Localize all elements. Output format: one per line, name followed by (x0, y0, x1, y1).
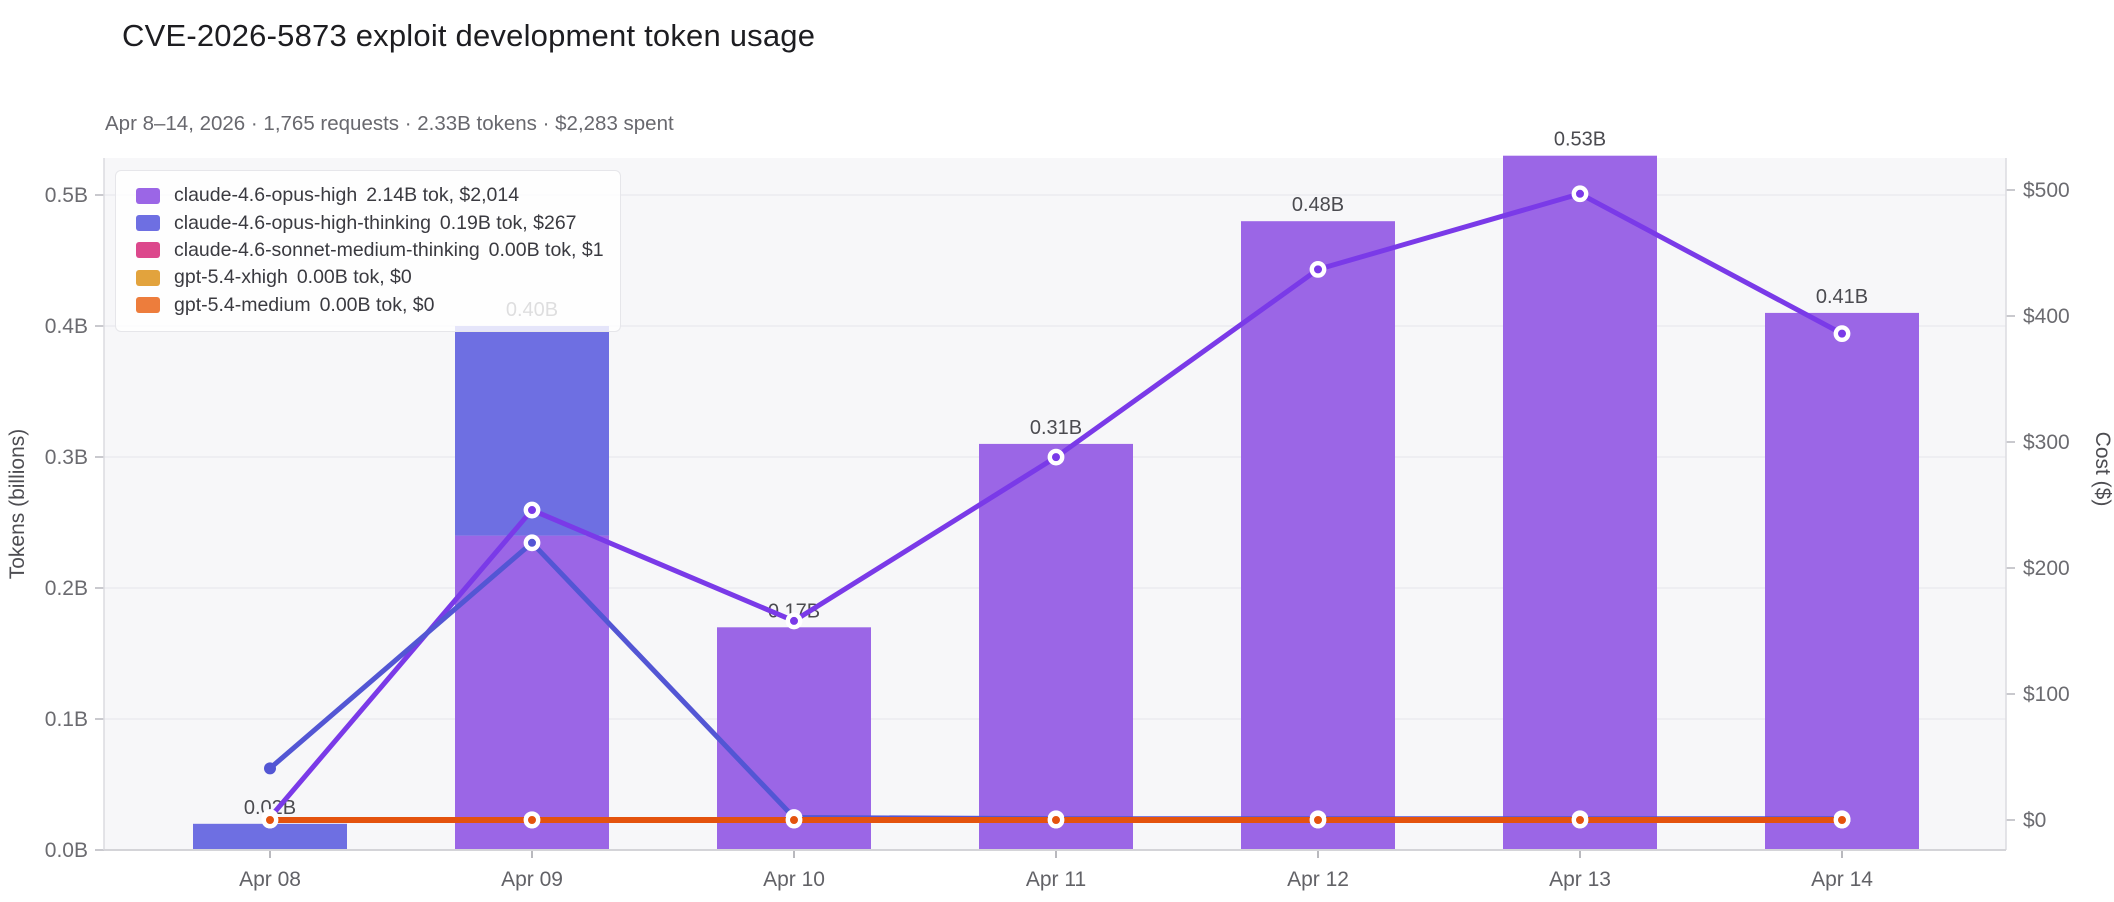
y-right-axis-title: Cost ($) (2091, 432, 2114, 507)
bar-claude-4.6-opus-high-Apr-09[interactable] (455, 535, 609, 850)
legend-swatch-icon (136, 187, 160, 204)
cost-point-gpt-5.4-medium-Apr-11[interactable] (1047, 811, 1065, 829)
x-tick-label: Apr 09 (501, 868, 563, 891)
legend-swatch-icon (136, 297, 160, 314)
cost-point-gpt-5.4-medium-Apr-08[interactable] (261, 811, 279, 829)
page-title: CVE-2026-5873 exploit development token … (122, 18, 816, 53)
legend-series-name: gpt-5.4-medium (174, 293, 311, 316)
cost-point-gpt-5.4-medium-Apr-09[interactable] (523, 811, 541, 829)
y-left-axis-title: Tokens (billions) (6, 429, 29, 580)
bar-claude-4.6-opus-high-thinking-Apr-09[interactable] (455, 326, 609, 536)
y-left-tick-label: 0.2B (45, 577, 88, 600)
bar-claude-4.6-opus-high-Apr-13[interactable] (1503, 155, 1657, 850)
y-left-tick-label: 0.1B (45, 708, 88, 731)
y-right-tick-label: $200 (2023, 557, 2070, 580)
cost-point-claude-4.6-opus-high-thinking-Apr-09[interactable] (523, 534, 541, 552)
x-tick-label: Apr 08 (239, 868, 301, 891)
y-right-tick-label: $400 (2023, 305, 2070, 328)
bar-total-label: 0.53B (1554, 129, 1606, 151)
y-left-tick-label: 0.4B (45, 315, 88, 338)
y-right-tick-label: $100 (2023, 683, 2070, 706)
x-tick-label: Apr 14 (1811, 868, 1873, 891)
legend-series-name: gpt-5.4-xhigh (174, 266, 288, 289)
cost-point-gpt-5.4-medium-Apr-13[interactable] (1571, 811, 1589, 829)
y-right-tick-label: $0 (2023, 809, 2046, 832)
legend-item-claude-4.6-opus-high-thinking[interactable]: claude-4.6-opus-high-thinking 0.19B tok, … (136, 209, 620, 236)
cost-point-claude-4.6-opus-high-Apr-14[interactable] (1833, 325, 1851, 343)
x-tick-label: Apr 12 (1287, 868, 1349, 891)
chart-subtitle: Apr 8–14, 2026 · 1,765 requests · 2.33B … (105, 112, 674, 135)
cost-point-gpt-5.4-medium-Apr-10[interactable] (785, 811, 803, 829)
y-right-tick-label: $300 (2023, 431, 2070, 454)
legend-item-gpt-5.4-medium[interactable]: gpt-5.4-medium 0.00B tok, $0 (136, 292, 620, 319)
cost-point-claude-4.6-opus-high-Apr-09[interactable] (523, 501, 541, 519)
legend-series-name: claude-4.6-sonnet-medium-thinking (174, 238, 480, 261)
legend-series-usage: 0.00B tok, $1 (488, 238, 604, 261)
legend-item-claude-4.6-opus-high[interactable]: claude-4.6-opus-high 2.14B tok, $2,014 (136, 182, 620, 209)
y-left-tick-label: 0.0B (45, 839, 88, 862)
bar-claude-4.6-opus-high-Apr-11[interactable] (979, 443, 1133, 850)
cost-point-claude-4.6-opus-high-thinking-Apr-08[interactable] (264, 762, 276, 775)
legend-swatch-icon (136, 215, 160, 232)
legend-swatch-icon (136, 242, 160, 259)
legend-item-claude-4.6-sonnet-medium-thinking[interactable]: claude-4.6-sonnet-medium-thinking 0.00B t… (136, 237, 620, 264)
legend-series-usage: 0.00B tok, $0 (296, 266, 412, 289)
x-tick-label: Apr 13 (1549, 868, 1611, 891)
cost-point-claude-4.6-opus-high-Apr-11[interactable] (1047, 448, 1065, 466)
cost-point-claude-4.6-opus-high-Apr-10[interactable] (785, 612, 803, 630)
legend-series-usage: 2.14B tok, $2,014 (366, 184, 520, 207)
y-left-tick-label: 0.3B (45, 446, 88, 469)
cost-point-claude-4.6-opus-high-Apr-12[interactable] (1309, 260, 1327, 278)
y-right-tick-label: $500 (2023, 179, 2070, 202)
legend-series-name: claude-4.6-opus-high-thinking (174, 211, 431, 234)
bar-claude-4.6-opus-high-Apr-12[interactable] (1241, 221, 1395, 850)
legend-series-name: claude-4.6-opus-high (174, 184, 358, 207)
cost-point-gpt-5.4-medium-Apr-14[interactable] (1833, 811, 1851, 829)
cost-point-claude-4.6-opus-high-Apr-13[interactable] (1571, 185, 1589, 203)
y-left-tick-label: 0.5B (45, 184, 88, 207)
chart-legend: claude-4.6-opus-high 2.14B tok, $2,014 cla… (115, 170, 621, 332)
cost-point-gpt-5.4-medium-Apr-12[interactable] (1309, 811, 1327, 829)
x-tick-label: Apr 11 (1026, 868, 1086, 891)
legend-series-usage: 0.00B tok, $0 (319, 293, 435, 316)
bar-total-label: 0.41B (1816, 286, 1868, 308)
x-tick-label: Apr 10 (763, 868, 825, 891)
legend-item-gpt-5.4-xhigh[interactable]: gpt-5.4-xhigh 0.00B tok, $0 (136, 264, 620, 291)
bar-claude-4.6-opus-high-Apr-14[interactable] (1765, 312, 1919, 850)
bar-total-label: 0.48B (1292, 194, 1344, 216)
legend-series-usage: 0.19B tok, $267 (439, 211, 577, 234)
legend-swatch-icon (136, 269, 160, 286)
bar-total-label: 0.31B (1030, 417, 1082, 439)
